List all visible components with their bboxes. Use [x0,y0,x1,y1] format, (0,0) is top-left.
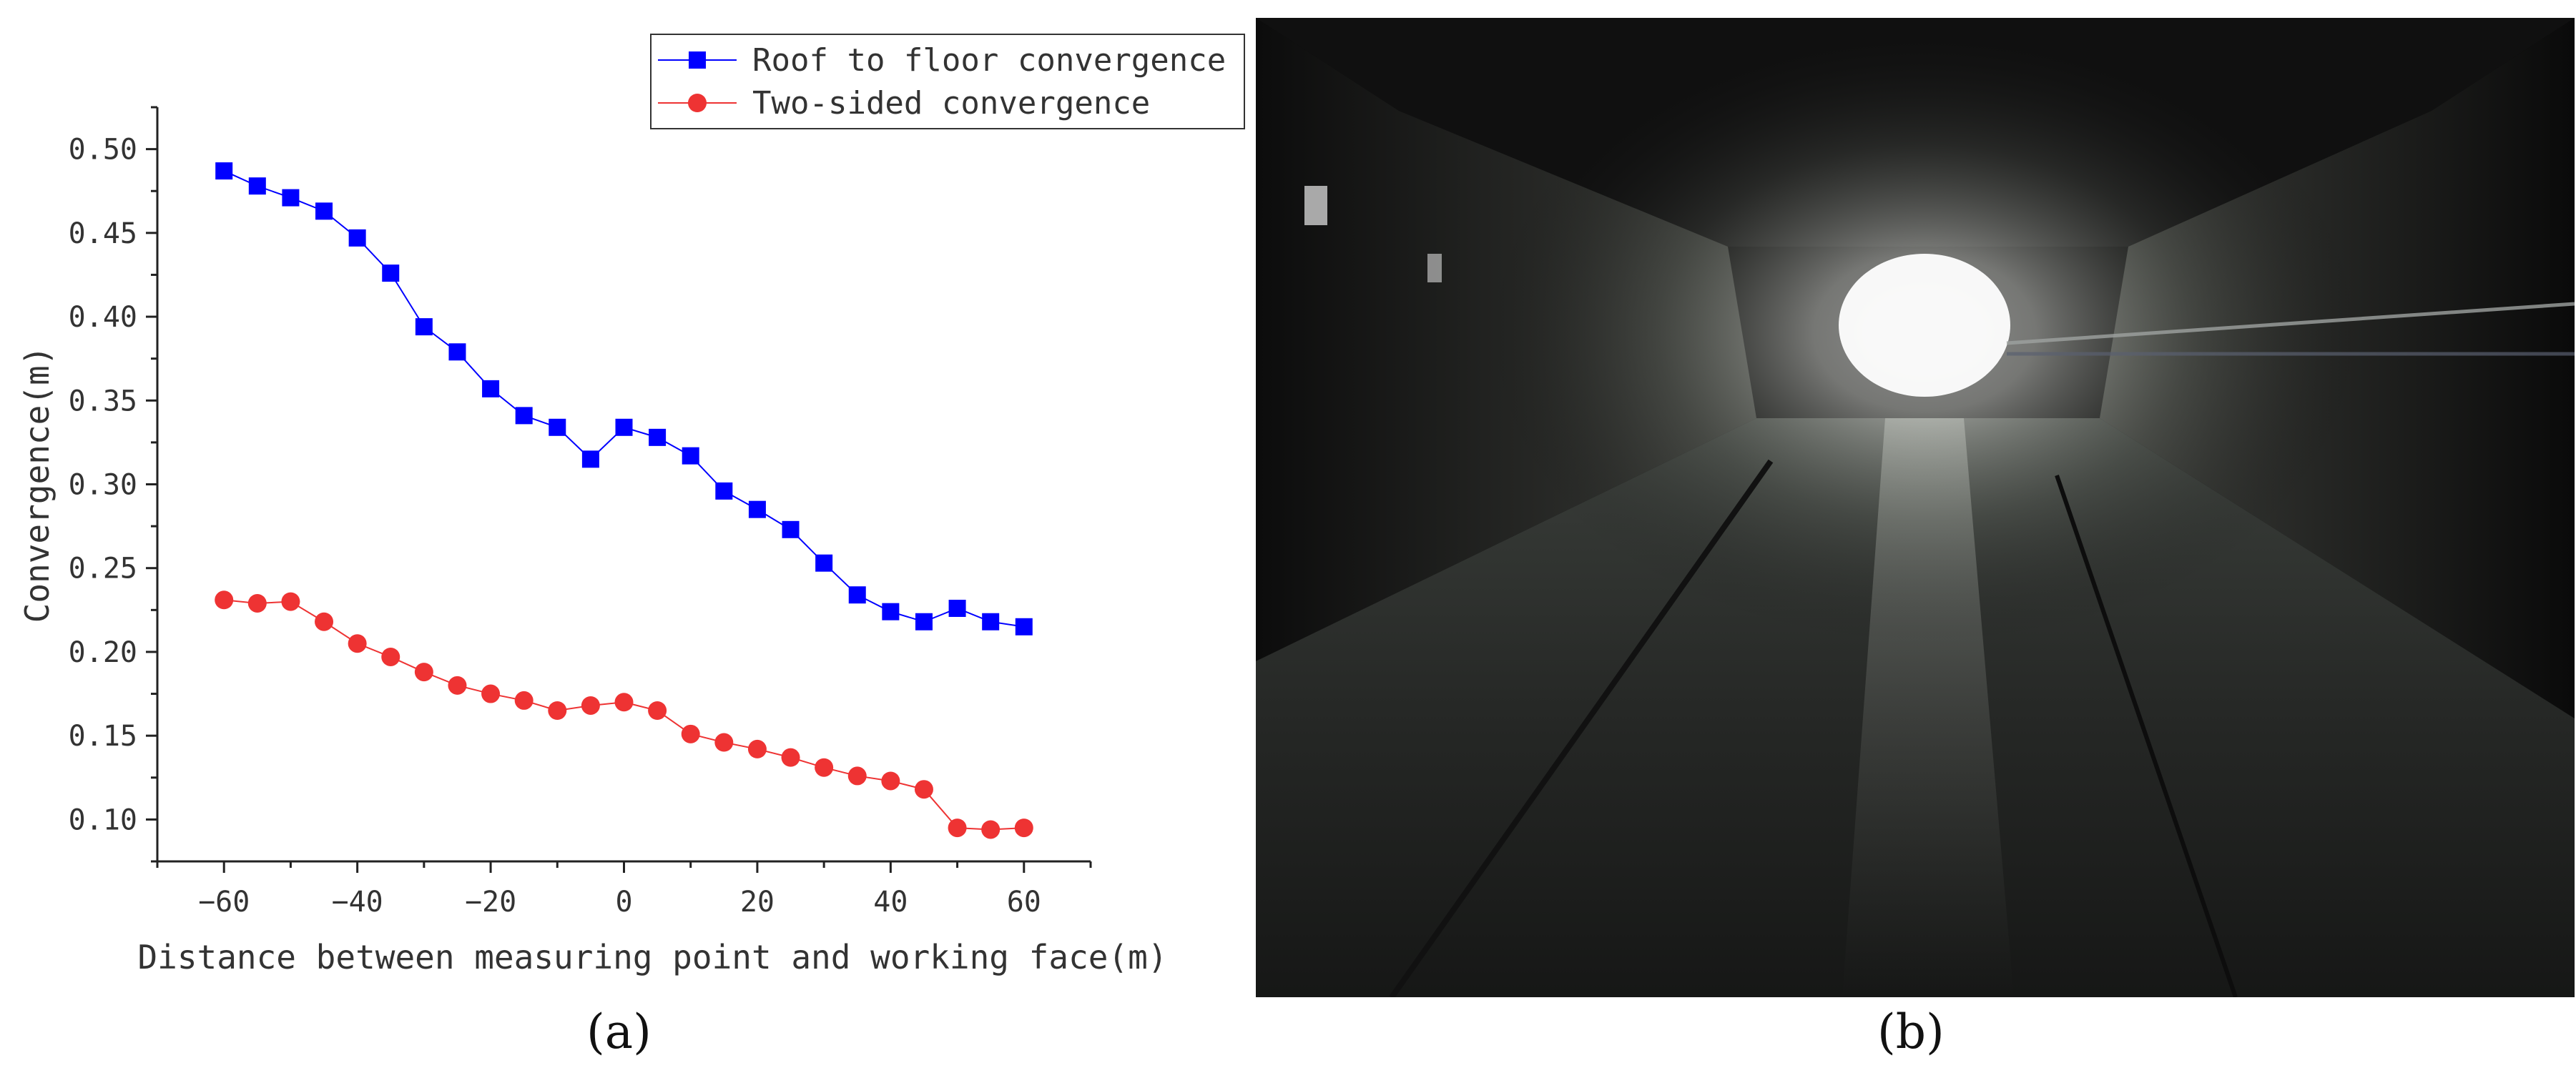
data-point-circle [448,676,467,695]
legend-box [650,34,1245,129]
data-point-square [515,407,533,425]
legend: Roof to floor convergence Two-sided conve… [650,34,1245,129]
y-tick-label: 0.40 [69,301,137,334]
data-point-square [549,418,566,436]
data-point-circle [781,748,800,767]
data-point-circle [847,766,867,786]
data-point-circle [948,819,967,838]
data-point-square [282,189,300,207]
x-tick-label: 20 [740,886,775,919]
data-point-circle [1014,819,1033,838]
series-line [223,170,1024,628]
caption-b: (b) [1877,1004,1945,1059]
x-tick-label: −40 [332,886,383,919]
data-point-circle [215,590,234,610]
tunnel-photo [1256,18,2575,997]
y-axis-label: Convergence(m) [18,346,56,623]
legend-marker-square [689,51,706,69]
data-point-square [882,603,900,620]
data-point-circle [381,647,400,666]
data-point-circle [315,612,334,631]
data-point-circle [348,634,367,653]
data-point-square [982,613,1000,630]
data-point-circle [548,701,567,720]
data-point-square [448,343,466,361]
data-point-circle [914,780,933,799]
y-tick-label: 0.15 [69,720,137,753]
data-point-square [1015,618,1033,636]
y-tick-label: 0.10 [69,803,137,836]
tunnel-photo-illustration [1256,18,2575,997]
data-point-circle [681,724,700,743]
y-tick-label: 0.35 [69,385,137,417]
data-point-circle [714,733,734,752]
data-point-square [848,586,866,604]
data-point-square [649,428,667,446]
data-point-square [215,162,233,180]
data-point-circle [581,696,600,715]
data-point-circle [514,691,534,710]
data-point-circle [414,663,433,682]
caption-a: (a) [586,1004,652,1059]
legend-marker-circle [688,94,707,112]
data-point-circle [881,771,900,791]
y-tick-label: 0.30 [69,469,137,502]
data-point-square [715,482,733,500]
data-point-square [782,520,800,538]
legend-label: Two-sided convergence [752,85,1150,122]
series-two-sided [215,590,1033,839]
x-tick-label: −60 [198,886,250,919]
y-tick-label: 0.45 [69,217,137,250]
series-roof-to-floor [215,162,1033,636]
legend-label: Roof to floor convergence [752,42,1226,79]
data-point-square [748,500,766,518]
data-point-square [315,202,333,220]
data-point-square [348,229,366,247]
x-axis-label: Distance between measuring point and wor… [137,938,1167,976]
data-point-square [915,613,933,630]
convergence-chart: −60 −40 −20 0 20 40 60 0.10 0.15 0.20 0.25 0.30 0.35… [18,34,1245,976]
chart-axes: −60 −40 −20 0 20 40 60 0.10 0.15 0.20 0.25 0.30 0.35… [69,106,1092,919]
caption-a-text: (a) [586,1004,652,1059]
x-tick-label: 40 [873,886,908,919]
data-point-square [382,264,400,282]
caption-b-text: (b) [1877,1004,1945,1059]
data-point-circle [281,592,300,611]
data-point-circle [614,693,634,712]
x-tick-label: 60 [1007,886,1041,919]
data-point-square [682,447,699,465]
data-point-circle [648,701,667,720]
data-point-circle [747,739,767,758]
data-point-circle [815,758,834,777]
data-point-circle [481,684,501,703]
y-tick-label: 0.50 [69,134,137,167]
data-point-circle [247,593,267,613]
series-layer [215,162,1033,839]
data-point-square [581,450,599,468]
series-line [224,599,1024,831]
data-point-square [815,554,833,572]
y-tick-label: 0.25 [69,553,137,585]
x-tick-label: −20 [465,886,516,919]
data-point-square [948,599,966,617]
x-tick-label: 0 [615,886,632,919]
data-point-square [482,380,500,397]
data-point-square [248,177,266,195]
data-point-circle [981,820,1001,839]
y-tick-label: 0.20 [69,636,137,669]
data-point-square [615,418,633,436]
data-point-square [415,318,433,336]
